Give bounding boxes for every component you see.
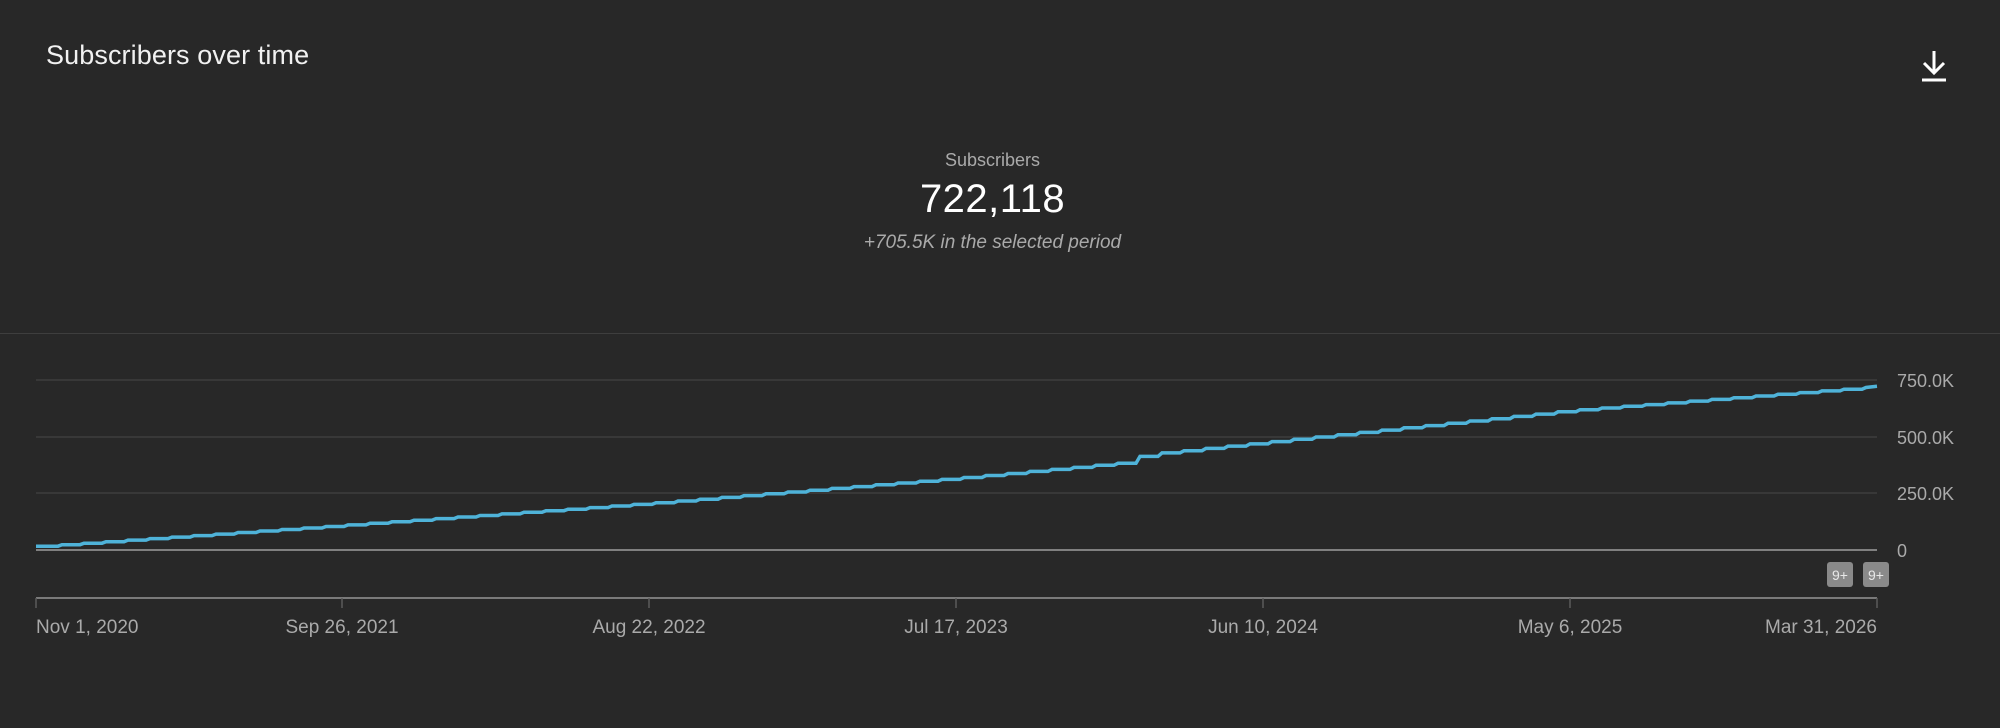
line-chart[interactable]: 750.0K 500.0K 250.0K 0 Nov 1, 2020 Sep 2… — [0, 340, 2000, 670]
subscribers-line[interactable] — [36, 384, 1878, 548]
y-tick-750k: 750.0K — [1897, 371, 1954, 391]
x-tick-label: Jul 17, 2023 — [904, 617, 1008, 638]
download-icon — [1922, 51, 1946, 82]
y-tick-0: 0 — [1897, 541, 1907, 561]
y-tick-250k: 250.0K — [1897, 484, 1954, 504]
metric-value: 722,118 — [919, 177, 1066, 221]
metric-delta: +705.5K in the selected period — [863, 232, 1122, 253]
x-tick-label: Jun 10, 2024 — [1208, 617, 1318, 638]
download-button[interactable] — [1914, 44, 1954, 88]
x-tick-label: Mar 31, 2026 — [1765, 617, 1877, 638]
y-tick-500k: 500.0K — [1897, 428, 1954, 448]
card-title: Subscribers over time — [46, 40, 310, 70]
x-tick-label: Aug 22, 2022 — [592, 617, 705, 638]
x-axis-ticks — [35, 598, 1878, 608]
metric-label: Subscribers — [944, 150, 1041, 170]
x-tick-label: Nov 1, 2020 — [36, 617, 138, 638]
divider — [0, 333, 2000, 334]
annotation-badge[interactable]: 9+ — [1863, 562, 1889, 587]
x-tick-label: Sep 26, 2021 — [285, 617, 398, 638]
annotation-badge[interactable]: 9+ — [1827, 562, 1853, 587]
x-tick-label: May 6, 2025 — [1518, 617, 1623, 638]
summary-panel: Subscribers 722,118 +705.5K in the selec… — [0, 150, 1985, 254]
